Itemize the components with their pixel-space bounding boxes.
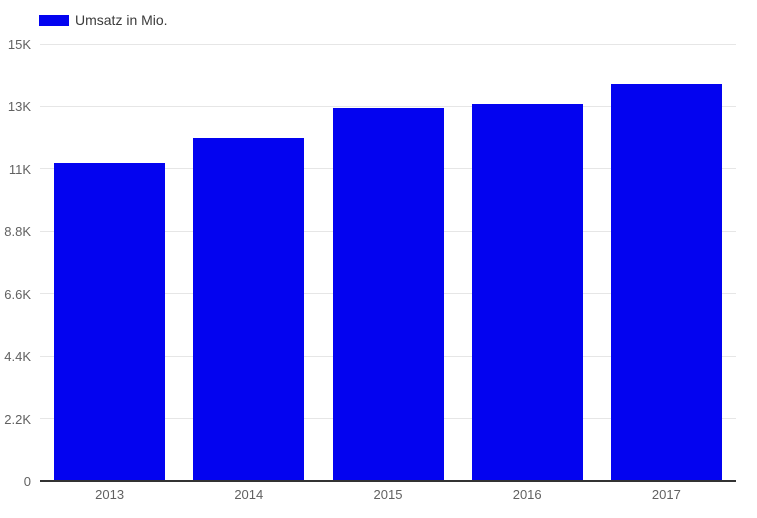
x-axis-label: 2013 bbox=[95, 487, 125, 502]
bar-2014[interactable] bbox=[193, 137, 305, 481]
chart-legend: Umsatz in Mio. bbox=[39, 13, 168, 27]
gridline bbox=[40, 105, 736, 107]
x-axis-label: 2015 bbox=[373, 487, 403, 502]
x-axis-label: 2017 bbox=[651, 487, 681, 502]
legend-series-label: Umsatz in Mio. bbox=[75, 12, 168, 28]
x-axis-label: 2016 bbox=[512, 487, 542, 502]
legend-color-swatch bbox=[39, 14, 69, 26]
y-axis-tick-label: 0 bbox=[23, 474, 31, 489]
bar-2013[interactable] bbox=[54, 163, 166, 481]
x-axis-label: 2014 bbox=[234, 487, 264, 502]
y-axis-tick-label: 15K bbox=[7, 37, 31, 52]
x-axis-baseline bbox=[40, 480, 736, 482]
bar-2016[interactable] bbox=[471, 103, 583, 481]
y-axis-tick-label: 4.4K bbox=[4, 349, 31, 365]
bar-2015[interactable] bbox=[332, 107, 444, 481]
y-axis-tick-label: 8.8K bbox=[4, 224, 31, 240]
y-axis-tick-label: 11K bbox=[8, 161, 31, 177]
y-axis-tick-label: 2.2K bbox=[4, 411, 31, 427]
gridline bbox=[40, 43, 736, 45]
bar-2017[interactable] bbox=[610, 83, 722, 481]
y-axis-tick-label: 13K bbox=[7, 99, 31, 115]
y-axis-tick-label: 6.6K bbox=[4, 286, 31, 302]
